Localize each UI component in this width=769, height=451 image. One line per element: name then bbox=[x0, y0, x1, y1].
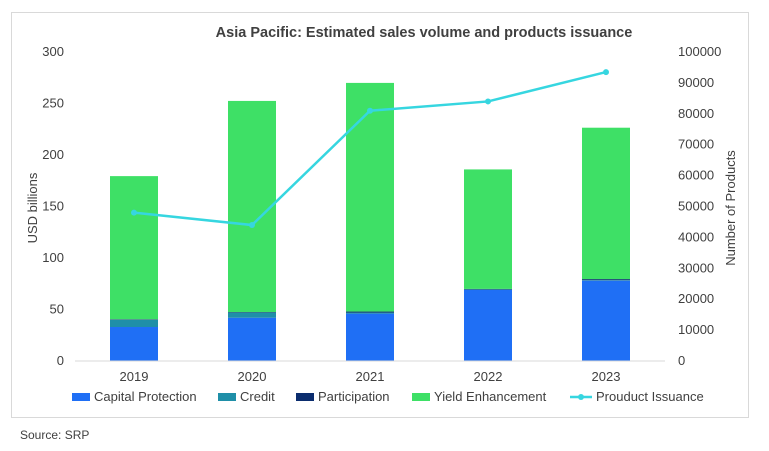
x-tick-label: 2021 bbox=[356, 369, 385, 384]
y2-tick-label: 20000 bbox=[678, 291, 714, 306]
bar-capital-protection-2019 bbox=[110, 327, 158, 361]
y2-tick-label: 100000 bbox=[678, 44, 721, 59]
x-tick-label: 2019 bbox=[120, 369, 149, 384]
bar-participation-2022 bbox=[464, 288, 512, 290]
legend-swatch-participation bbox=[296, 393, 314, 401]
bar-yield-enhancement-2019 bbox=[110, 176, 158, 320]
line-point-2020 bbox=[249, 222, 255, 229]
x-tick-label: 2020 bbox=[238, 369, 267, 384]
legend-label: Credit bbox=[240, 389, 275, 404]
y2-axis-label: Number of Products bbox=[723, 150, 738, 266]
bar-yield-enhancement-2021 bbox=[346, 82, 394, 312]
bar-yield-enhancement-2023 bbox=[582, 127, 630, 280]
y2-tick-label: 70000 bbox=[678, 137, 714, 152]
bar-capital-protection-2023 bbox=[582, 280, 630, 361]
y-tick-label: 50 bbox=[50, 302, 64, 317]
y2-tick-label: 60000 bbox=[678, 168, 714, 183]
bar-credit-2019 bbox=[110, 319, 158, 328]
y2-tick-label: 90000 bbox=[678, 75, 714, 90]
x-tick-label: 2022 bbox=[474, 369, 503, 384]
line-point-2019 bbox=[131, 209, 137, 216]
y2-tick-label: 30000 bbox=[678, 260, 714, 275]
y2-tick-label: 50000 bbox=[678, 199, 714, 214]
line-point-2021 bbox=[367, 107, 373, 114]
bar-yield-enhancement-2020 bbox=[228, 100, 276, 313]
chart-title: Asia Pacific: Estimated sales volume and… bbox=[216, 25, 633, 41]
bar-capital-protection-2022 bbox=[464, 289, 512, 361]
bar-yield-enhancement-2022 bbox=[464, 169, 512, 289]
legend-swatch-yield-enhancement bbox=[412, 393, 430, 401]
legend-label: Participation bbox=[318, 389, 390, 404]
bar-credit-2020 bbox=[228, 312, 276, 318]
y2-tick-label: 10000 bbox=[678, 322, 714, 337]
y2-tick-label: 40000 bbox=[678, 229, 714, 244]
y-tick-label: 200 bbox=[42, 147, 64, 162]
bar-credit-2023 bbox=[582, 280, 630, 281]
line-point-2022 bbox=[485, 98, 491, 105]
bar-participation-2023 bbox=[582, 279, 630, 281]
y2-tick-label: 0 bbox=[678, 353, 685, 368]
x-tick-label: 2023 bbox=[592, 369, 621, 384]
bar-participation-2020 bbox=[228, 312, 276, 313]
bar-capital-protection-2021 bbox=[346, 313, 394, 361]
bar-credit-2021 bbox=[346, 312, 394, 314]
bar-participation-2021 bbox=[346, 311, 394, 313]
legend-label: Yield Enhancement bbox=[434, 389, 547, 404]
y-tick-label: 300 bbox=[42, 44, 64, 59]
y-tick-label: 150 bbox=[42, 199, 64, 214]
chart-frame bbox=[11, 12, 749, 418]
y-tick-label: 100 bbox=[42, 250, 64, 265]
y-axis-label: USD billions bbox=[25, 172, 40, 243]
bar-capital-protection-2020 bbox=[228, 317, 276, 361]
source-note: Source: SRP bbox=[20, 428, 90, 442]
legend-swatch-marker bbox=[578, 394, 584, 400]
y2-tick-label: 80000 bbox=[678, 106, 714, 121]
bar-credit-2022 bbox=[464, 289, 512, 290]
y-tick-label: 250 bbox=[42, 96, 64, 111]
bar-participation-2019 bbox=[110, 319, 158, 320]
legend-swatch-capital-protection bbox=[72, 393, 90, 401]
legend-label: Prouduct Issuance bbox=[596, 389, 704, 404]
legend-swatch-credit bbox=[218, 393, 236, 401]
y-tick-label: 0 bbox=[57, 353, 64, 368]
legend-label: Capital Protection bbox=[94, 389, 197, 404]
line-point-2023 bbox=[603, 69, 609, 76]
